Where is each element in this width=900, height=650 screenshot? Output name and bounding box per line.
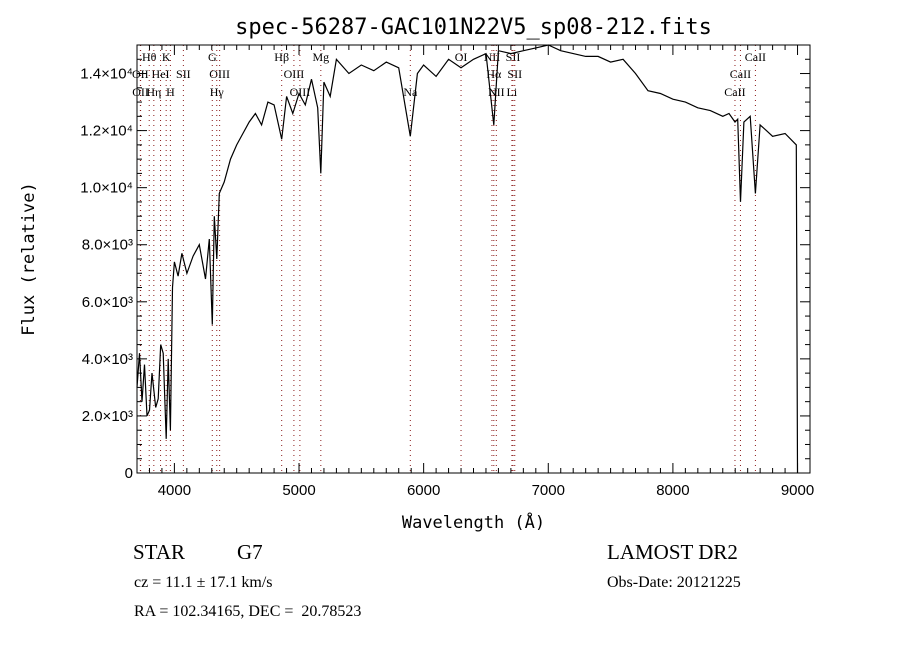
survey-label: LAMOST DR2 [607, 540, 738, 564]
coordinates-text: RA = 102.34165, DEC = 20.78523 [134, 603, 362, 620]
y-tick-label: 1.2×10⁴ [80, 123, 133, 140]
y-tick-label: 1.0×10⁴ [80, 180, 133, 197]
line-marker-label: H [166, 85, 175, 99]
y-tick-label: 2.0×10³ [82, 408, 133, 425]
line-marker-label: OIII [284, 67, 305, 81]
line-marker-label: CaII [724, 85, 745, 99]
line-marker-label: SII [176, 67, 191, 81]
line-marker-label: Mg [312, 50, 329, 64]
line-marker-label: Hα [486, 67, 502, 81]
line-marker-label: SII [507, 67, 522, 81]
y-tick-label: 8.0×10³ [82, 237, 133, 254]
line-marker-label: HeI [152, 67, 170, 81]
line-marker-label: Hβ [274, 50, 289, 64]
line-marker-label: CaII [745, 50, 766, 64]
plot-frame [136, 44, 811, 474]
line-marker-label: Hθ [142, 50, 157, 64]
chart-title: spec-56287-GAC101N22V5_sp08-212.fits [235, 15, 712, 40]
y-tick-label: 1.4×10⁴ [80, 66, 133, 83]
y-tick-label: 0 [125, 465, 133, 482]
line-marker-label: Hγ [210, 85, 225, 99]
x-tick-label: 9000 [781, 482, 814, 499]
object-subclass: G7 [237, 540, 263, 564]
line-marker-label: OII [132, 85, 149, 99]
x-tick-label: 6000 [407, 482, 440, 499]
object-class: STAR [133, 540, 185, 564]
x-tick-label: 5000 [282, 482, 315, 499]
line-marker-label: Hη [146, 85, 161, 99]
spectrum-line [136, 44, 799, 474]
x-tick-label: 7000 [532, 482, 565, 499]
line-marker-label: G [208, 50, 217, 64]
redshift-text: cz = 11.1 ± 17.1 km/s [134, 574, 273, 591]
y-axis-label: Flux (relative) [19, 182, 39, 336]
x-tick-label: 8000 [656, 482, 689, 499]
y-tick-label: 4.0×10³ [82, 351, 133, 368]
line-marker-label: OI [455, 50, 468, 64]
line-marker-label: CaII [730, 67, 751, 81]
obs-date: Obs-Date: 20121225 [607, 574, 741, 591]
x-tick-label: 4000 [158, 482, 191, 499]
line-marker-label: OIII [209, 67, 230, 81]
line-marker-label: Li [507, 85, 518, 99]
y-tick-label: 6.0×10³ [82, 294, 133, 311]
line-marker-label: K [162, 50, 171, 64]
line-marker-label: OIII [290, 85, 311, 99]
x-axis-label: Wavelength (Å) [402, 511, 545, 533]
